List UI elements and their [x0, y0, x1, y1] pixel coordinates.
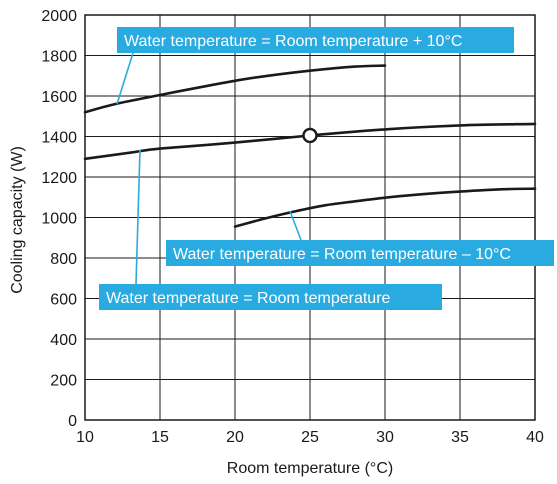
x-tick-label: 15	[151, 429, 169, 446]
y-tick-label: 800	[50, 251, 77, 268]
annotation-box	[99, 284, 442, 310]
x-tick-label: 35	[451, 429, 469, 446]
y-tick-label: 2000	[41, 8, 77, 25]
annotation-label: Water temperature = Room temperature	[106, 290, 391, 307]
y-tick-label: 1000	[41, 211, 77, 228]
x-tick-label: 30	[376, 429, 394, 446]
y-tick-label: 200	[50, 373, 77, 390]
annotation-leader-line	[289, 210, 302, 241]
annotation-label: Water temperature = Room temperature + 1…	[124, 33, 462, 50]
y-tick-label: 1800	[41, 49, 77, 66]
annotation-leader-line	[135, 149, 141, 285]
y-tick-label: 400	[50, 332, 77, 349]
x-tick-label: 10	[76, 429, 94, 446]
series-line-2	[83, 122, 537, 161]
y-tick-label: 600	[50, 292, 77, 309]
plot-frame	[84, 14, 536, 421]
x-axis-label: Room temperature (°C)	[227, 460, 393, 477]
grid	[84, 14, 536, 421]
series-line-1	[83, 64, 387, 114]
annotations: Water temperature = Room temperature + 1…	[99, 27, 554, 310]
series-lines	[83, 64, 537, 228]
series-line-3	[233, 187, 537, 228]
y-tick-label: 1600	[41, 89, 77, 106]
annotation-box	[117, 27, 514, 53]
y-tick-label: 1200	[41, 170, 77, 187]
x-tick-label: 25	[301, 429, 319, 446]
annotation-box	[166, 240, 554, 266]
y-tick-label: 1400	[41, 130, 77, 147]
y-axis-label: Cooling capacity (W)	[9, 146, 26, 294]
x-tick-label: 40	[526, 429, 544, 446]
x-tick-label: 20	[226, 429, 244, 446]
annotation-leader-line	[116, 52, 134, 105]
tick-labels: 10 15 20 25 30 35 4002004006008001000120014001…	[41, 8, 544, 446]
y-tick-label: 0	[68, 413, 77, 430]
annotation-label: Water temperature = Room temperature – 1…	[173, 246, 511, 263]
reference-point-marker	[302, 127, 318, 144]
